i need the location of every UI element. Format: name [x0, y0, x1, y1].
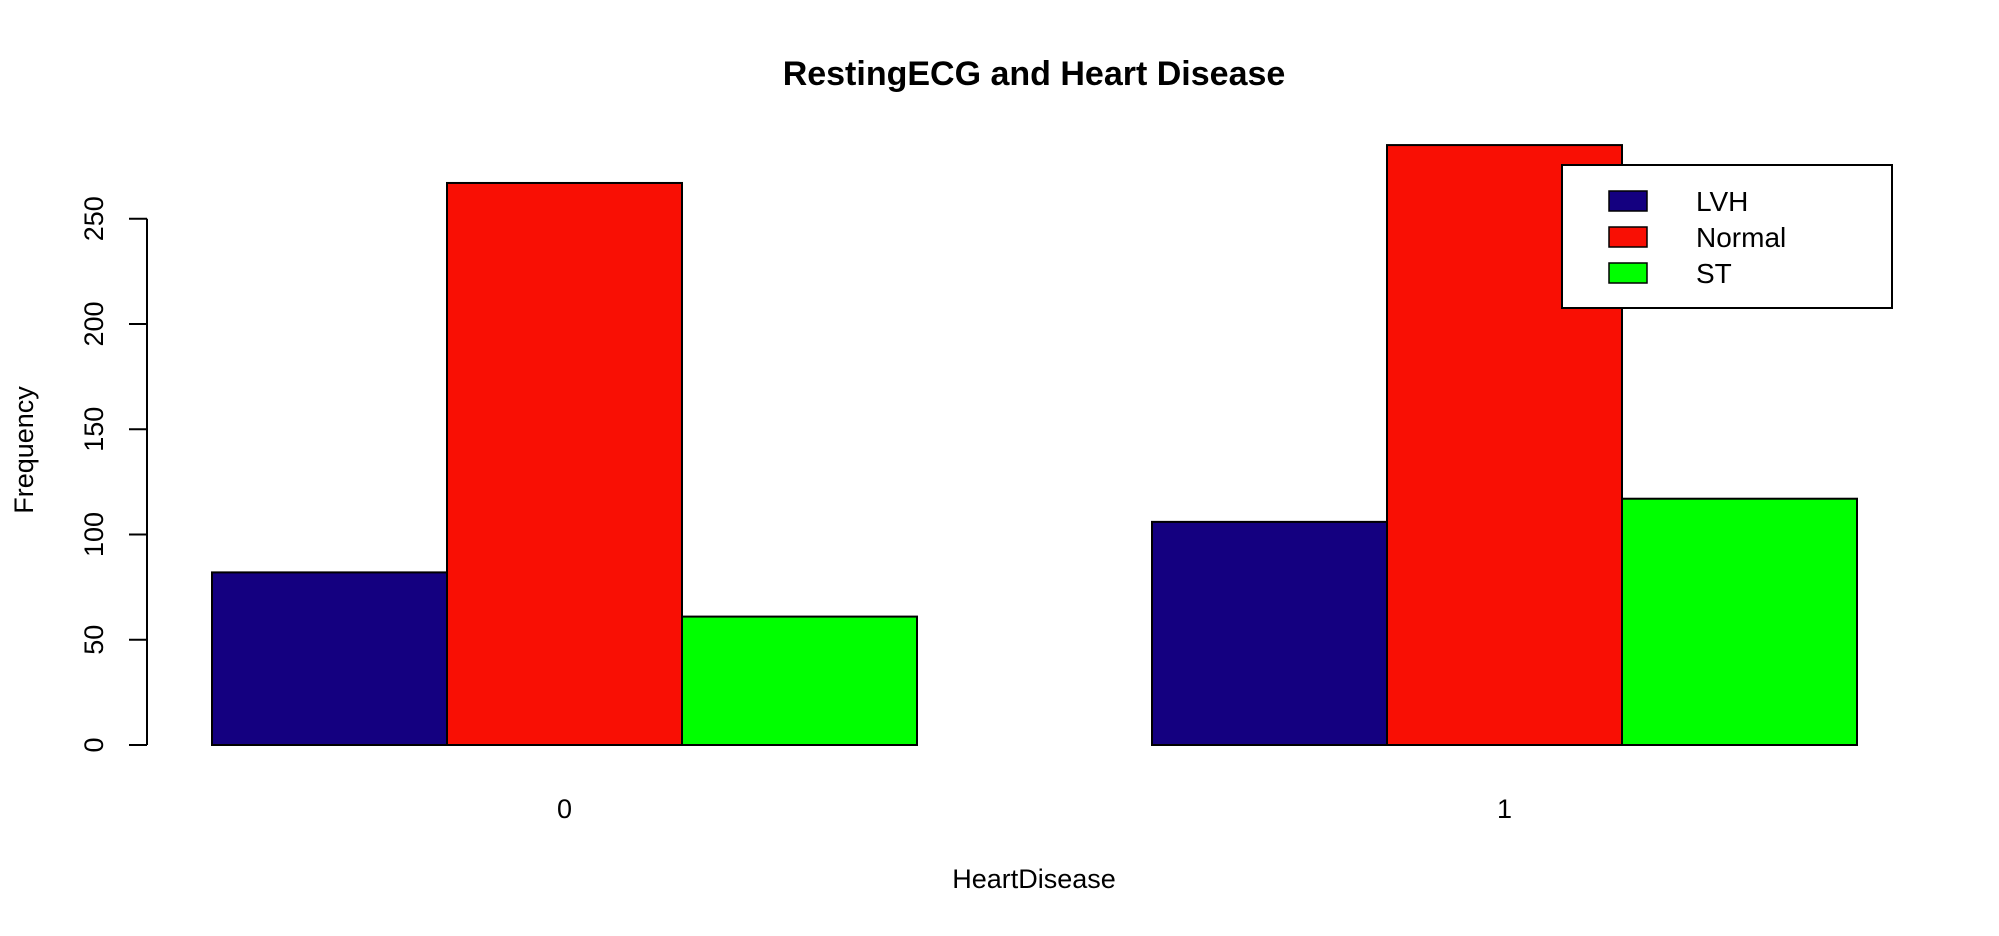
- legend: LVH Normal ST: [1561, 164, 1893, 309]
- y-axis: 0 50 100 150 200 250: [79, 196, 148, 753]
- x-axis-label: HeartDisease: [952, 864, 1116, 894]
- bar-st-1: [1621, 497, 1858, 746]
- legend-swatch-normal: [1608, 226, 1648, 248]
- bars: [211, 144, 1858, 747]
- chart-title: RestingECG and Heart Disease: [783, 55, 1286, 93]
- y-tick-label: 0: [79, 737, 109, 752]
- legend-label-normal: Normal: [1696, 222, 1786, 253]
- y-tick-label: 50: [79, 625, 109, 655]
- legend-swatch-st: [1608, 262, 1648, 284]
- x-tick-label: 1: [1497, 794, 1512, 824]
- legend-swatch-lvh: [1608, 190, 1648, 212]
- y-axis-label: Frequency: [9, 386, 39, 514]
- y-tick-label: 250: [79, 196, 109, 241]
- x-tick-label: 0: [557, 794, 572, 824]
- legend-label-lvh: LVH: [1696, 186, 1748, 217]
- y-tick-label: 100: [79, 512, 109, 557]
- y-tick-label: 150: [79, 407, 109, 452]
- bar-normal-0: [446, 181, 683, 746]
- bar-lvh-0: [211, 571, 448, 747]
- legend-label-st: ST: [1696, 258, 1732, 289]
- y-tick-label: 200: [79, 301, 109, 346]
- bar-st-0: [681, 615, 918, 746]
- bar-lvh-1: [1151, 520, 1388, 746]
